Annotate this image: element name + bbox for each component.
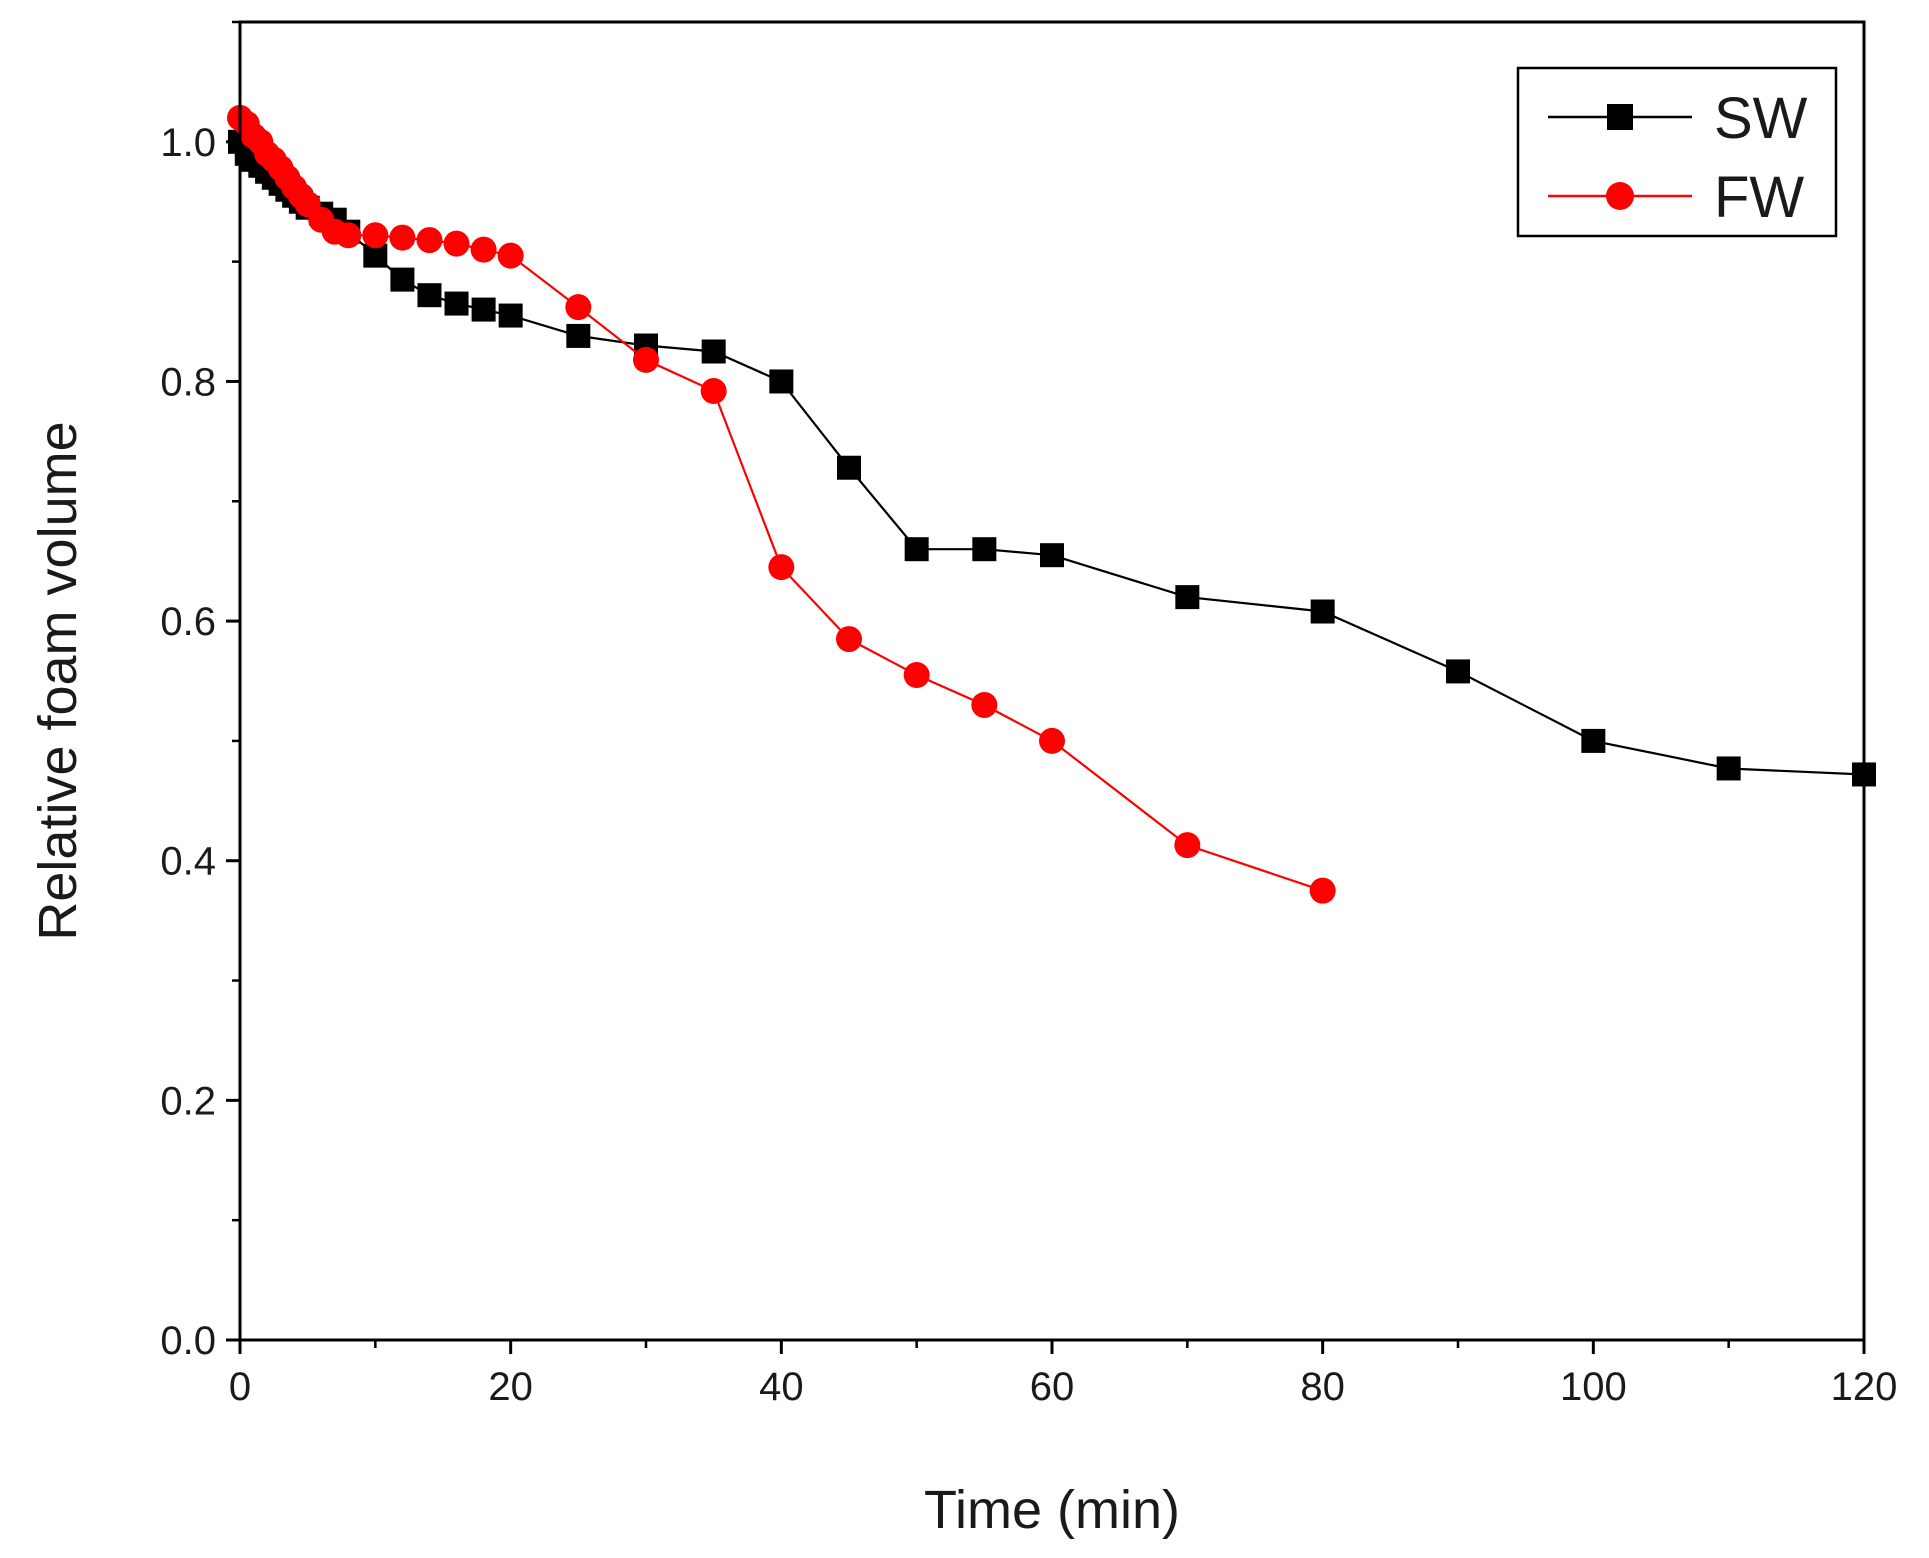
data-point-fw: [362, 222, 389, 249]
data-point-sw: [471, 297, 496, 322]
y-tick-label: 0.6: [160, 600, 216, 644]
y-tick-label: 0.8: [160, 360, 216, 404]
x-tick-label: 80: [1300, 1365, 1345, 1409]
legend-swatch-marker-fw: [1606, 182, 1634, 210]
x-axis: 0 20 40 60 80 100 120: [229, 1340, 1898, 1409]
y-tick-label: 1.0: [160, 121, 216, 165]
x-tick-label: 120: [1831, 1365, 1898, 1409]
data-point-fw: [497, 242, 524, 269]
y-axis: 0.0 0.2 0.4 0.6 0.8 1.0: [160, 20, 240, 1363]
data-point-fw: [443, 230, 470, 257]
data-point-fw: [389, 224, 416, 251]
legend: SW FW: [1516, 66, 1838, 238]
data-point-fw: [565, 294, 592, 321]
data-point-sw: [417, 283, 442, 308]
x-axis-title: Time (min): [924, 1480, 1180, 1540]
data-point-sw: [837, 455, 861, 480]
legend-label-sw: SW: [1714, 86, 1808, 151]
x-tick-label: 20: [488, 1365, 533, 1409]
x-tick-label: 0: [229, 1365, 251, 1409]
data-point-fw: [1039, 727, 1065, 754]
data-point-sw: [1175, 585, 1200, 610]
data-point-sw: [1581, 728, 1606, 753]
data-point-fw: [633, 346, 659, 373]
data-point-sw: [498, 303, 523, 328]
data-point-sw: [904, 537, 929, 562]
data-point-fw: [836, 626, 862, 653]
data-point-sw: [1040, 543, 1064, 568]
data-point-sw: [390, 267, 415, 292]
x-tick-label: 60: [1030, 1365, 1075, 1409]
data-point-sw: [1716, 756, 1741, 781]
data-point-sw: [1310, 599, 1335, 624]
data-point-sw: [566, 323, 591, 348]
data-point-fw: [903, 662, 930, 689]
x-tick-label: 40: [759, 1365, 804, 1409]
legend-box: [1516, 66, 1838, 238]
data-point-sw: [1446, 659, 1470, 684]
data-point-fw: [700, 378, 727, 405]
y-tick-label: 0.0: [160, 1319, 216, 1363]
y-tick-label: 0.2: [160, 1079, 216, 1123]
data-point-fw: [416, 227, 443, 254]
data-point-fw: [1174, 832, 1201, 859]
data-point-fw: [971, 691, 998, 718]
legend-label-fw: FW: [1714, 165, 1804, 230]
data-point-fw: [470, 236, 497, 263]
x-tick-label: 100: [1560, 1365, 1627, 1409]
data-point-fw: [768, 554, 795, 581]
data-point-sw: [701, 339, 726, 364]
data-point-fw: [1309, 877, 1336, 904]
data-point-sw: [769, 369, 794, 394]
y-axis-title: Relative foam volume: [28, 421, 88, 940]
data-point-sw: [363, 243, 388, 268]
data-point-sw: [972, 537, 997, 562]
y-tick-label: 0.4: [160, 840, 216, 884]
data-point-fw: [335, 222, 362, 249]
legend-swatch-marker-sw: [1607, 104, 1633, 130]
data-point-sw: [444, 291, 469, 316]
